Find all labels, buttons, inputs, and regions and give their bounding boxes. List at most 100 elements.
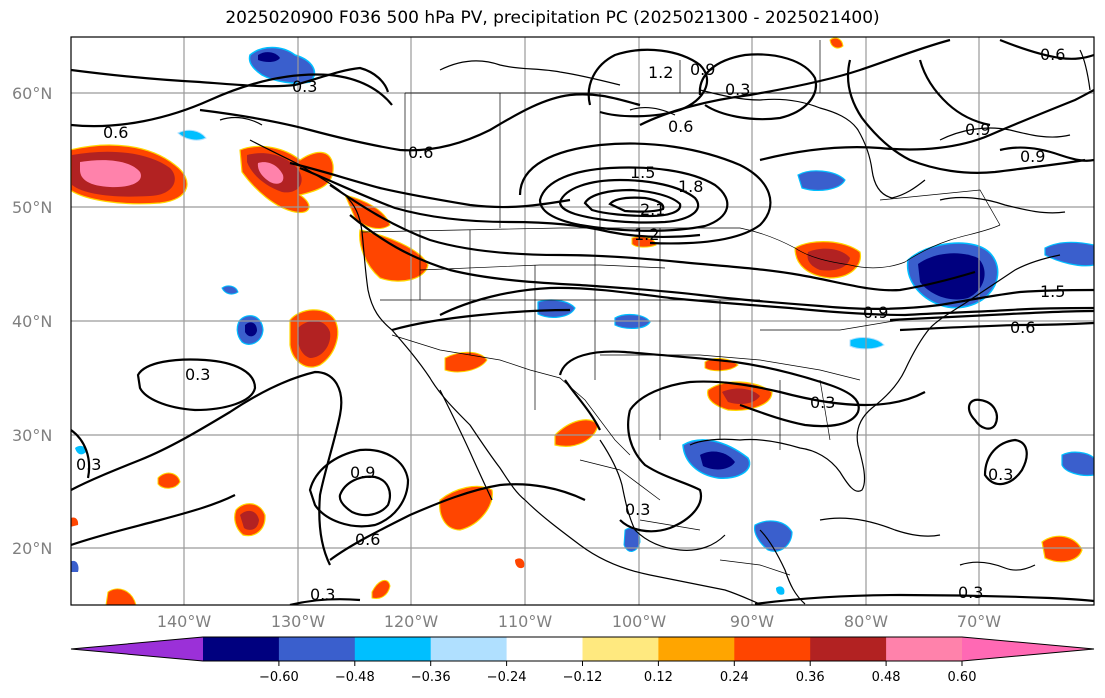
precip-area	[105, 588, 137, 605]
map-frame	[70, 36, 1095, 606]
pv-contour	[558, 350, 860, 428]
pv-contour	[391, 308, 571, 332]
contour-label: 0.6	[1010, 318, 1035, 337]
pv-contour	[759, 89, 1094, 162]
contour-label: 0.9	[965, 120, 990, 139]
precip-area	[80, 160, 141, 188]
pv-contour	[71, 66, 390, 93]
precip-area	[71, 517, 79, 527]
coastline	[439, 389, 493, 501]
pv-contour	[71, 494, 236, 547]
longitude-axis: 140°W 130°W 120°W 110°W 100°W 90°W 80°W …	[157, 612, 1001, 631]
contour-label: 0.6	[103, 123, 128, 142]
contour-label: 0.9	[863, 303, 888, 322]
lat-tick-label: 40°N	[12, 312, 52, 331]
contour-label: 0.9	[690, 60, 715, 79]
contour-label: 0.3	[988, 465, 1013, 484]
lon-tick-label: 70°W	[957, 612, 1001, 631]
contour-label-group: 0.3 0.6 0.9 1.2 1.5 1.8 2.1 0.6 0.3 0.6 …	[76, 45, 1065, 604]
coastline	[939, 196, 1066, 214]
precip-area	[515, 558, 525, 569]
contour-label: 0.3	[725, 80, 750, 99]
pv-contour	[71, 429, 91, 479]
pv-contour	[846, 59, 1086, 174]
border-line	[819, 379, 831, 441]
colorbar-tick-label: 0.60	[948, 670, 977, 685]
colorbar-segment	[582, 637, 659, 661]
contour-label: 0.9	[350, 463, 375, 482]
coastline	[439, 60, 621, 86]
pv-contour	[999, 146, 1094, 162]
colorbar-segment	[658, 637, 735, 661]
precip-area	[797, 170, 846, 191]
lon-tick-label: 110°W	[498, 612, 553, 631]
precip-area	[722, 388, 760, 404]
precip-area	[75, 445, 86, 455]
colorbar-segment	[203, 637, 280, 661]
border-line	[579, 459, 661, 501]
pv-contour	[587, 48, 709, 118]
contour-label: 1.8	[678, 177, 703, 196]
border-line	[419, 264, 666, 271]
pv-contour	[889, 309, 1094, 322]
precip-area	[71, 560, 79, 572]
colorbar-segment	[810, 637, 887, 661]
precip-area	[1041, 535, 1083, 563]
lat-tick-label: 30°N	[12, 426, 52, 445]
colorbar-tick-label: 0.48	[872, 670, 901, 685]
contour-label: 0.3	[310, 585, 335, 604]
pv-contour	[329, 483, 586, 561]
colorbar-tick-label: −0.12	[563, 670, 603, 685]
border-line	[719, 559, 791, 576]
colorbar-segment	[278, 637, 356, 661]
lon-tick-label: 140°W	[157, 612, 212, 631]
contour-label: 1.2	[634, 225, 659, 244]
contour-label: 0.3	[625, 500, 650, 519]
contour-label: 0.6	[668, 117, 693, 136]
pv-contour	[308, 448, 410, 528]
border-line	[639, 519, 701, 531]
precip-area	[829, 37, 844, 49]
colorbar-tick-label: −0.60	[259, 670, 299, 685]
precip-area	[258, 52, 280, 63]
border-line	[879, 189, 1001, 226]
coastline	[219, 116, 263, 126]
lon-tick-label: 100°W	[612, 612, 667, 631]
pv-contour	[136, 358, 257, 412]
precip-area	[918, 253, 985, 300]
coastline	[689, 254, 1061, 492]
lon-tick-label: 90°W	[730, 612, 774, 631]
pv-contour	[349, 214, 1094, 310]
coastline	[939, 127, 1071, 141]
coastline	[959, 561, 1036, 571]
border-line	[361, 224, 1001, 269]
colorbar-segment	[430, 637, 508, 661]
precip-area	[257, 162, 284, 184]
precip-area	[849, 337, 885, 350]
colorbar-tick-label: 0.12	[644, 670, 673, 685]
pv-contour	[199, 93, 641, 152]
pv-contour	[698, 53, 818, 121]
lat-tick-label: 20°N	[12, 539, 52, 558]
pv-contour	[329, 184, 976, 292]
precip-area	[776, 586, 785, 595]
latitude-axis: 60°N 50°N 40°N 30°N 20°N	[12, 84, 52, 558]
contour-label: 0.3	[958, 583, 983, 602]
pv-contour	[639, 38, 951, 126]
colorbar-extend-high	[962, 637, 1094, 661]
pv-contour	[583, 188, 682, 218]
pv-contour	[518, 142, 772, 245]
lat-tick-label: 60°N	[12, 84, 52, 103]
colorbar-extend-low	[71, 637, 203, 661]
pv-contour	[538, 166, 729, 232]
coastline	[249, 139, 526, 501]
lat-tick-label: 50°N	[12, 198, 52, 217]
colorbar-segment	[506, 637, 583, 661]
pv-contours	[71, 38, 1094, 605]
contour-label: 1.2	[648, 63, 673, 82]
pv-contour	[967, 398, 998, 430]
pv-contour	[71, 73, 393, 128]
pv-contour	[629, 380, 926, 411]
pv-contour	[899, 321, 1094, 332]
